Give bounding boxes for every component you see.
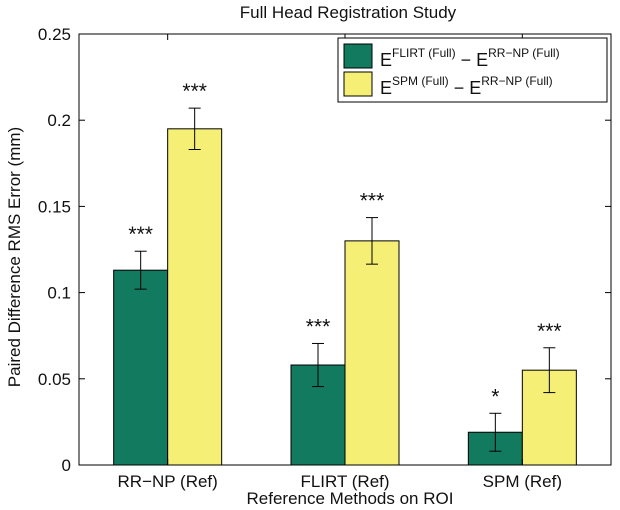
y-tick-label-2: 0.1 [47, 284, 71, 303]
legend-label-flirt-sup1: FLIRT (Full) [392, 46, 456, 60]
y-tick-label-3: 0.15 [38, 197, 71, 216]
plot-area: **************** [78, 33, 612, 466]
legend-label-spm-mid: − E [449, 78, 482, 98]
significance-label-s0-c2: * [491, 385, 499, 408]
legend-label-spm: ESPM (Full) − ERR−NP (Full) [380, 74, 553, 98]
y-axis: 0 0.05 0.1 0.15 0.2 0.25 [38, 25, 611, 475]
legend-box [337, 37, 608, 103]
x-tick-label-1: FLIRT (Ref) [300, 472, 389, 491]
chart-title: Full Head Registration Study [240, 3, 457, 22]
bar-s0-c0 [113, 269, 169, 466]
bar-s1-c1 [344, 240, 400, 466]
legend-label-flirt-base: E [380, 50, 392, 70]
significance-label-s0-c1: *** [306, 315, 331, 338]
significance-label-s1-c0: *** [182, 80, 207, 103]
y-tick-label-4: 0.2 [47, 111, 71, 130]
x-tick-label-0: RR−NP (Ref) [118, 472, 218, 491]
significance-label-s0-c0: *** [128, 223, 153, 246]
y-tick-label-1: 0.05 [38, 370, 71, 389]
bar-s1-c0 [167, 128, 223, 466]
x-axis: RR−NP (Ref) FLIRT (Ref) SPM (Ref) [118, 34, 562, 491]
legend-label-spm-sup2: RR−NP (Full) [481, 74, 552, 88]
y-axis-label: Paired Difference RMS Error (mm) [5, 127, 24, 387]
y-tick-label-5: 0.25 [38, 25, 71, 44]
significance-label-s1-c2: *** [537, 320, 562, 343]
legend-swatch-spm [343, 71, 373, 97]
legend-swatch-flirt [343, 43, 373, 69]
x-tick-label-2: SPM (Ref) [483, 472, 562, 491]
legend-label-flirt-sup2: RR−NP (Full) [488, 46, 559, 60]
legend-label-spm-base: E [380, 78, 392, 98]
x-axis-label: Reference Methods on ROI [247, 489, 454, 508]
significance-label-s1-c1: *** [360, 190, 385, 213]
y-tick-label-0: 0 [62, 456, 71, 475]
legend-label-flirt: EFLIRT (Full) − ERR−NP (Full) [380, 46, 560, 70]
legend: EFLIRT (Full) − ERR−NP (Full) ESPM (Full… [337, 37, 608, 103]
legend-label-spm-sup1: SPM (Full) [392, 74, 449, 88]
legend-label-flirt-mid: − E [456, 50, 489, 70]
